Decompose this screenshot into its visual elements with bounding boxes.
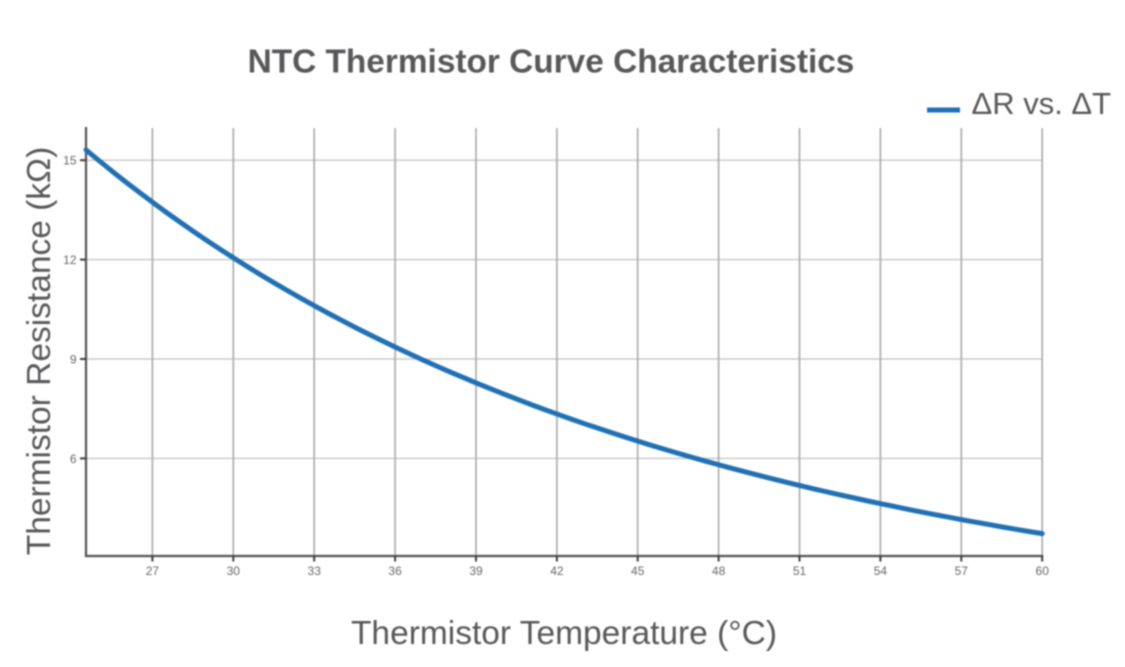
svg-text:12: 12 xyxy=(63,253,77,267)
svg-text:9: 9 xyxy=(70,352,77,366)
svg-text:48: 48 xyxy=(712,564,726,578)
svg-text:51: 51 xyxy=(793,564,807,578)
svg-text:6: 6 xyxy=(70,452,77,466)
svg-text:ΔR vs. ΔT: ΔR vs. ΔT xyxy=(972,86,1112,121)
svg-text:39: 39 xyxy=(469,564,483,578)
svg-text:Thermistor Resistance (kΩ): Thermistor Resistance (kΩ) xyxy=(21,147,58,556)
svg-text:Thermistor Temperature (°C): Thermistor Temperature (°C) xyxy=(351,615,777,652)
svg-text:15: 15 xyxy=(63,154,77,168)
svg-text:45: 45 xyxy=(631,564,645,578)
svg-text:42: 42 xyxy=(550,564,564,578)
svg-text:33: 33 xyxy=(308,564,322,578)
svg-text:60: 60 xyxy=(1036,564,1050,578)
svg-text:NTC Thermistor Curve Character: NTC Thermistor Curve Characteristics xyxy=(248,43,855,80)
svg-text:36: 36 xyxy=(388,564,402,578)
svg-text:54: 54 xyxy=(874,564,888,578)
svg-text:57: 57 xyxy=(955,564,969,578)
svg-text:30: 30 xyxy=(227,564,241,578)
svg-text:27: 27 xyxy=(146,564,160,578)
